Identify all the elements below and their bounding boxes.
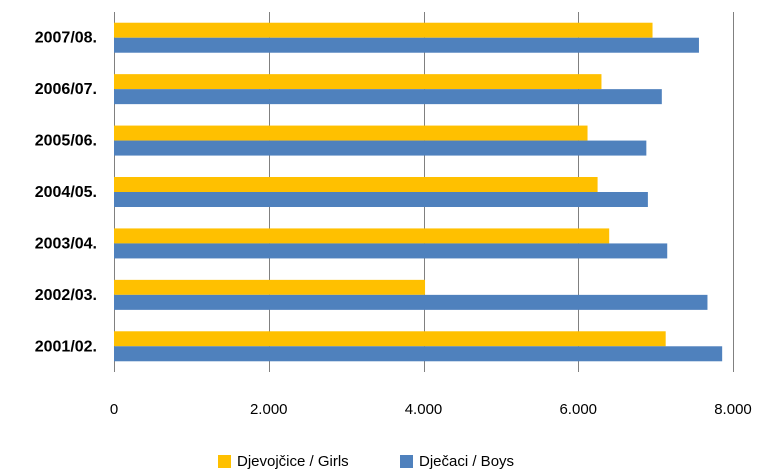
category-label: 2003/04. [35, 235, 97, 252]
bar-girls [114, 331, 666, 347]
bar-girls [114, 279, 426, 295]
category-label: 2005/06. [35, 133, 97, 150]
bars [114, 22, 723, 362]
bar-girls [114, 228, 610, 244]
bar-boys [114, 243, 668, 259]
legend-swatch-boys [400, 455, 413, 468]
bar-boys [114, 294, 708, 310]
legend: Djevojčice / Girls Dječaci / Boys [218, 453, 514, 470]
bar-girls [114, 22, 653, 38]
bar-boys [114, 37, 699, 53]
bar-boys [114, 192, 648, 207]
legend-label-boys: Dječaci / Boys [419, 453, 514, 470]
category-label: 2002/03. [35, 287, 97, 304]
category-labels: 2007/08. 2006/07. 2005/06. 2004/05. 2003/04.… [35, 30, 97, 356]
x-tick-labels: 0 2.000 4.000 6.000 8.000 [110, 401, 752, 418]
category-label: 2006/07. [35, 81, 97, 98]
category-label: 2001/02. [35, 338, 97, 355]
category-label: 2004/05. [35, 184, 97, 201]
legend-swatch-girls [218, 455, 231, 468]
bar-girls [114, 74, 602, 90]
x-tick-label: 6.000 [559, 401, 597, 418]
x-tick-label: 4.000 [405, 401, 443, 418]
x-tick-label: 0 [110, 401, 118, 418]
bar-boys [114, 346, 723, 362]
x-tick-label: 2.000 [250, 401, 288, 418]
bar-girls [114, 125, 588, 141]
category-label: 2007/08. [35, 30, 97, 47]
legend-label-girls: Djevojčice / Girls [237, 453, 349, 470]
bar-boys [114, 89, 662, 105]
bar-boys [114, 140, 647, 156]
x-tick-label: 8.000 [714, 401, 752, 418]
bar-girls [114, 177, 598, 192]
